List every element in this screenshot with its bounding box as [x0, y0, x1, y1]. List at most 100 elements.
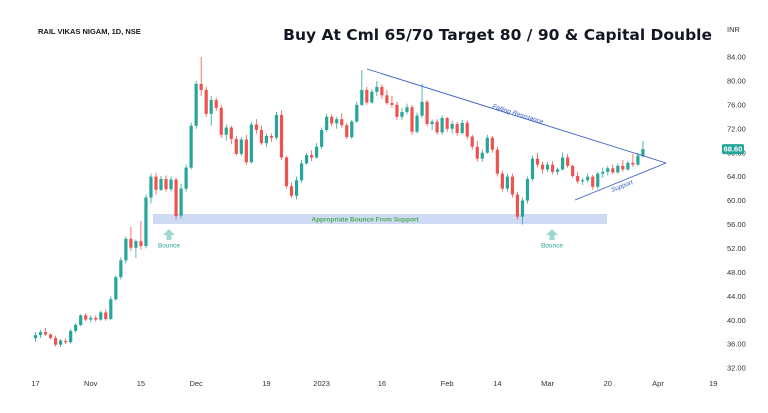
- candle: [360, 70, 364, 107]
- candle: [59, 339, 63, 348]
- candle-body: [576, 176, 580, 182]
- candle-body: [485, 137, 489, 153]
- candle: [320, 127, 324, 150]
- candle-body: [616, 165, 620, 173]
- candle: [490, 135, 494, 153]
- candle: [586, 173, 590, 183]
- candle-body: [571, 165, 575, 177]
- candle-body: [59, 340, 63, 345]
- candle: [179, 183, 183, 219]
- candle: [254, 119, 258, 134]
- candle: [199, 57, 203, 96]
- candle-body: [43, 332, 48, 335]
- candle-body: [294, 180, 299, 196]
- candle: [144, 194, 148, 249]
- candle: [259, 125, 264, 145]
- candle-body: [169, 179, 173, 190]
- candle: [340, 113, 344, 128]
- candle-body: [535, 158, 540, 165]
- up-arrow-icon: [163, 229, 175, 240]
- candle: [561, 152, 565, 171]
- x-tick-label: 15: [137, 379, 145, 388]
- candle-body: [84, 315, 88, 320]
- candle: [274, 112, 279, 140]
- candle: [89, 315, 93, 323]
- headline: Buy At Cml 65/70 Target 80 / 90 & Capita…: [283, 26, 712, 44]
- candle: [94, 315, 98, 322]
- candle-body: [189, 125, 193, 168]
- candle: [315, 143, 319, 159]
- candle-body: [264, 135, 269, 144]
- candle: [304, 152, 309, 165]
- candle: [269, 133, 274, 142]
- candle-body: [104, 312, 108, 319]
- candle-body: [69, 330, 73, 343]
- candle: [410, 104, 414, 135]
- candle-body: [420, 101, 424, 116]
- x-tick-label: 19: [262, 379, 270, 388]
- x-axis[interactable]: 17 Nov 15 Dec 19 2023 16 Feb 14 Mar 20 Apr 19: [31, 379, 717, 388]
- candle: [114, 275, 118, 302]
- candle: [515, 191, 520, 220]
- candle-body: [385, 95, 389, 104]
- candle-body: [510, 176, 515, 195]
- candle: [33, 332, 38, 342]
- currency-label: INR: [727, 25, 741, 34]
- candle-body: [134, 241, 138, 248]
- candle-body: [345, 125, 349, 138]
- candle: [415, 112, 419, 134]
- candle: [109, 296, 113, 321]
- candle: [455, 121, 459, 136]
- y-tick-label: 64.00: [727, 172, 746, 181]
- candle: [169, 176, 173, 192]
- candle-body: [355, 104, 359, 122]
- candle-body: [601, 171, 605, 174]
- candle: [310, 150, 314, 162]
- candle: [69, 329, 73, 344]
- candle-body: [234, 138, 238, 154]
- x-tick-label: 17: [31, 379, 39, 388]
- candle: [350, 119, 354, 139]
- candle-body: [299, 163, 304, 181]
- candle: [129, 226, 133, 252]
- candle: [99, 310, 103, 321]
- last-price-badge: 68.60: [722, 144, 744, 155]
- candle: [470, 134, 474, 150]
- y-tick-label: 72.00: [727, 124, 746, 133]
- candle-body: [74, 324, 78, 331]
- candle: [43, 327, 48, 336]
- candle-body: [109, 299, 113, 319]
- candle-body: [325, 116, 329, 130]
- candle: [395, 101, 399, 120]
- x-tick-label: Feb: [441, 379, 454, 388]
- candle: [355, 101, 359, 123]
- candle: [420, 83, 424, 119]
- candle-body: [144, 197, 148, 246]
- candle-body: [520, 200, 525, 217]
- candle: [289, 182, 294, 199]
- y-tick-label: 52.00: [727, 244, 746, 253]
- candle-body: [545, 164, 550, 170]
- candle-body: [149, 176, 153, 198]
- candle-body: [124, 238, 128, 261]
- candle: [631, 153, 635, 168]
- candle-body: [561, 157, 565, 170]
- candle-body: [375, 86, 379, 92]
- candle: [576, 171, 580, 184]
- candle: [74, 323, 78, 333]
- candle: [264, 133, 269, 147]
- candle: [520, 197, 525, 225]
- candle-body: [626, 162, 630, 170]
- candle: [279, 110, 284, 160]
- candle: [450, 120, 454, 134]
- candle-body: [460, 122, 464, 133]
- candle-body: [310, 155, 314, 158]
- candle: [535, 152, 540, 168]
- candle: [119, 257, 123, 280]
- candle-body: [279, 115, 284, 158]
- candle-body: [204, 89, 208, 114]
- candle: [430, 119, 434, 130]
- candle: [84, 312, 88, 322]
